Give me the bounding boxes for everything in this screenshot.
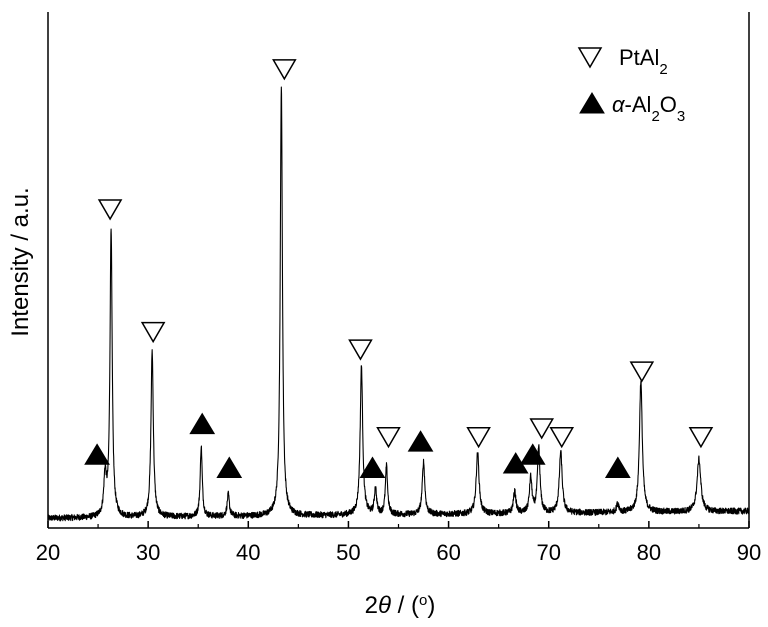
legend-label-ptal2-sub: 2	[659, 61, 667, 78]
alpha-al2o3-marker-icon	[407, 430, 434, 452]
ptal2-marker-icon	[549, 427, 575, 449]
x-tick-label-20: 20	[36, 540, 60, 565]
x-tick-label-50: 50	[336, 540, 360, 565]
legend-marker-al2o3-icon	[579, 92, 605, 114]
ptal2-marker-icon	[97, 199, 123, 221]
ptal2-marker-icon	[466, 427, 491, 449]
ptal2-marker-icon	[629, 361, 655, 383]
legend-label-al2o3-text: -Al	[625, 92, 652, 117]
x-axis-title-mid: / (	[391, 592, 419, 619]
x-tick-label-60: 60	[436, 540, 460, 565]
legend-label-al2o3-sub2: 3	[677, 108, 685, 125]
x-axis-ticks	[47, 521, 750, 528]
x-axis-title-degree: o	[419, 592, 427, 609]
ptal2-marker-icon	[529, 418, 555, 440]
alpha-al2o3-marker-icon	[189, 412, 216, 435]
x-tick-label-70: 70	[536, 540, 560, 565]
x-tick-label-90: 90	[737, 540, 761, 565]
alpha-al2o3-marker-icon	[359, 456, 386, 478]
x-axis-title-symbol: θ	[378, 592, 391, 619]
x-axis-title-prefix: 2	[365, 592, 378, 619]
legend-marker-ptal2-icon	[577, 47, 603, 69]
x-tick-label-40: 40	[236, 540, 260, 565]
x-tick-label-30: 30	[136, 540, 160, 565]
ptal2-marker-icon	[140, 321, 166, 344]
legend-label-al2o3-text2: O	[660, 92, 677, 117]
y-axis-title: Intensity / a.u.	[7, 187, 34, 336]
legend-label-al2o3-sub1: 2	[651, 108, 659, 125]
legend-open-triangle-icon	[577, 47, 603, 69]
ptal2-marker-icon	[688, 427, 714, 449]
legend-label-ptal2-base: PtAl	[619, 45, 659, 70]
legend: PtAl2 α-Al2O3	[577, 45, 685, 125]
alpha-al2o3-marker-icon	[216, 456, 243, 478]
x-tick-label-80: 80	[637, 540, 661, 565]
legend-label-al2o3-alpha: α	[612, 92, 626, 117]
ptal2-marker-icon	[376, 427, 401, 449]
alpha-al2o3-marker-icon	[519, 443, 546, 465]
legend-label-ptal2: PtAl2	[619, 45, 668, 78]
x-axis-title: 2θ / (o)	[365, 592, 436, 620]
ptal2-marker-icon	[272, 59, 297, 81]
x-axis-title-suffix: )	[427, 592, 435, 619]
legend-label-al2o3: α-Al2O3	[612, 92, 685, 125]
plot-area	[47, 12, 750, 529]
alpha-al2o3-marker-icon	[604, 456, 631, 478]
xrd-trace	[47, 86, 750, 522]
phase-markers	[84, 59, 714, 478]
x-axis-tick-labels: 20 30 40 50 60 70 80 90	[36, 540, 761, 565]
ptal2-marker-icon	[348, 339, 373, 361]
legend-filled-triangle-icon	[579, 92, 605, 114]
alpha-al2o3-marker-icon	[84, 443, 110, 465]
